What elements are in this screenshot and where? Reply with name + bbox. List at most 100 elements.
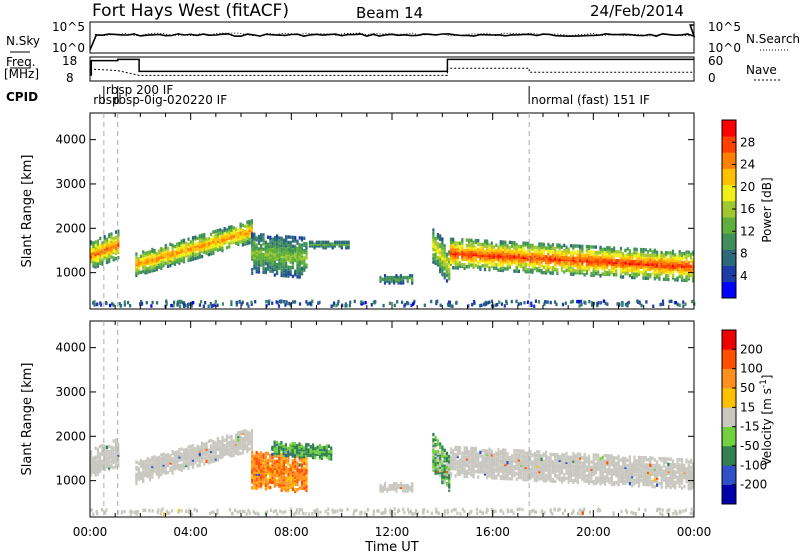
echo-cell [275, 300, 278, 304]
echo-cell [167, 456, 170, 460]
echo-cell [556, 463, 559, 468]
echo-cell [296, 239, 299, 243]
echo-cell [504, 464, 507, 468]
echo-cell [540, 262, 543, 266]
echo-cell [540, 477, 543, 481]
echo-cell [230, 228, 233, 232]
echo-cell [563, 270, 566, 274]
echo-cell [526, 255, 530, 260]
echo-cell [223, 228, 226, 233]
echo-cell [253, 246, 256, 251]
echo-cell [203, 448, 206, 452]
echo-cell [203, 234, 206, 238]
power-colorbar-swatch-10 [722, 120, 736, 137]
echo-cell [273, 477, 276, 481]
echo-cell [486, 241, 489, 245]
echo-cell [619, 255, 622, 260]
echo-cell [569, 256, 573, 260]
echo-cell [524, 451, 527, 455]
echo-cell [253, 232, 256, 236]
echo-cell [508, 459, 511, 463]
echo-cell [590, 460, 593, 464]
echo-cell [452, 452, 455, 457]
echo-cell [257, 263, 261, 267]
echo-cell [583, 474, 586, 478]
echo-cell [483, 264, 487, 268]
echo-cell [173, 465, 176, 469]
echo-cell [576, 269, 579, 273]
echo-cell [606, 251, 609, 255]
echo-cell [454, 474, 457, 478]
echo-cell [308, 240, 312, 244]
echo-cell [235, 449, 238, 453]
echo-cell [221, 442, 224, 447]
echo-cell [683, 271, 686, 275]
echo-cell [264, 465, 267, 470]
echo-cell [667, 268, 670, 273]
echo-cell [522, 467, 525, 471]
echo-cell [585, 477, 588, 482]
echo-cell [549, 475, 552, 480]
echo-cell [608, 256, 611, 261]
echo-cell [275, 446, 278, 450]
echo-cell [515, 269, 518, 273]
echo-cell [502, 247, 505, 251]
echo-cell [264, 261, 267, 266]
echo-cell [214, 446, 217, 450]
echo-cell [646, 276, 650, 281]
echo-cell [390, 277, 393, 282]
echo-cell [271, 267, 274, 272]
echo-cell [522, 248, 525, 252]
echo-cell [235, 230, 238, 235]
echo-cell [448, 463, 451, 468]
echo-cell [445, 458, 449, 463]
echo-cell [191, 451, 195, 455]
echo-cell [680, 260, 684, 265]
echo-cell [257, 477, 261, 482]
echo-cell [291, 239, 294, 243]
echo-cell [687, 270, 690, 274]
echo-cell [321, 456, 324, 460]
echo-cell [271, 258, 274, 263]
echo-cell [665, 275, 668, 280]
echo-cell [531, 265, 534, 269]
echo-cell [273, 459, 276, 463]
echo-cell [257, 234, 261, 239]
echo-cell [146, 471, 149, 475]
echo-cell [432, 248, 435, 252]
echo-cell [321, 454, 324, 459]
echo-cell [506, 249, 509, 253]
echo-cell [271, 459, 274, 463]
echo-cell [151, 470, 154, 474]
echo-cell [474, 448, 477, 453]
echo-cell [592, 266, 595, 270]
echo-cell [96, 454, 99, 458]
echo-cell [90, 453, 93, 458]
echo-cell [315, 242, 318, 246]
echo-cell [465, 265, 468, 269]
echo-cell [278, 446, 281, 450]
echo-cell [305, 488, 308, 493]
echo-cell [554, 458, 557, 462]
echo-cell [465, 446, 468, 450]
echo-cell [96, 472, 99, 476]
echo-cell [176, 260, 179, 264]
echo-cell [336, 242, 339, 246]
echo-cell [581, 246, 584, 250]
echo-cell [282, 485, 285, 489]
echo-cell [142, 266, 145, 270]
echo-cell [495, 456, 498, 461]
echo-cell [640, 247, 643, 252]
echo-cell [235, 229, 238, 233]
echo-cell [599, 464, 602, 468]
echo-cell [585, 479, 588, 483]
echo-cell [522, 463, 525, 468]
echo-cell [257, 465, 261, 469]
echo-cell [508, 240, 511, 245]
echo-cell [298, 458, 301, 462]
echo-cell [441, 470, 444, 474]
echo-cell [554, 257, 557, 261]
echo-cell [399, 281, 402, 285]
echo-cell [285, 476, 288, 480]
echo-cell [488, 461, 491, 466]
